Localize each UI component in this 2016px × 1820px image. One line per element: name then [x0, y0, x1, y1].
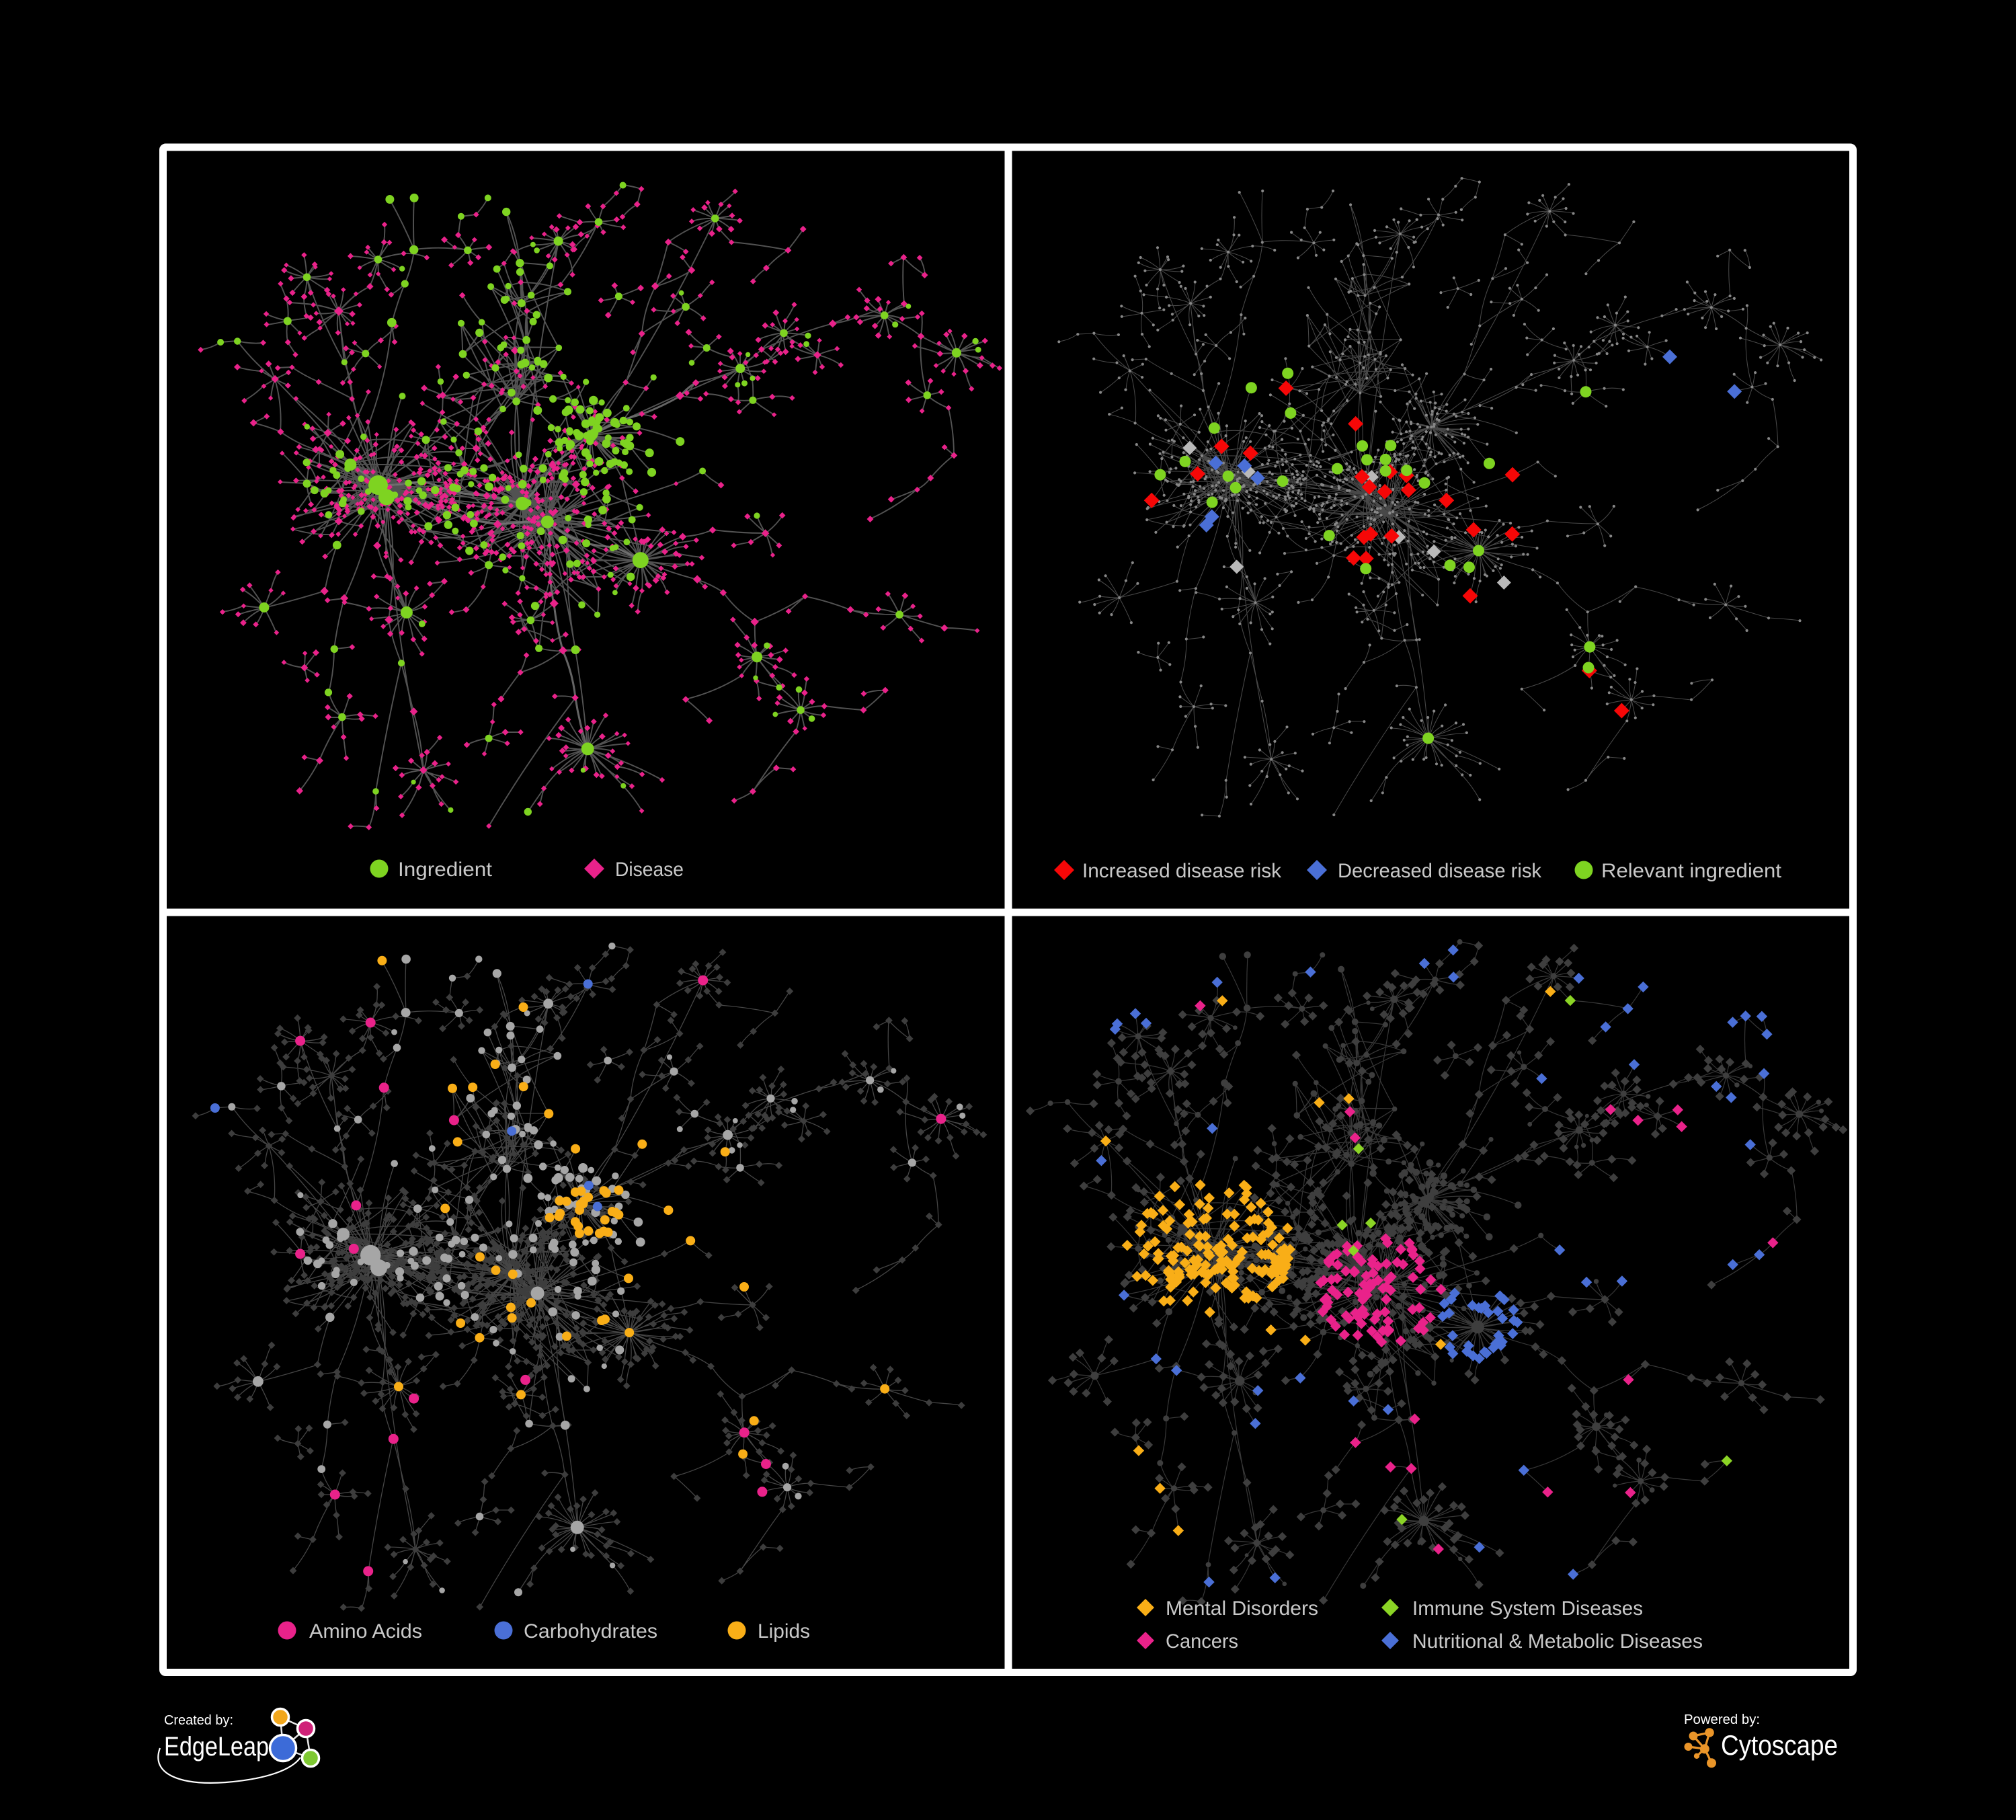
svg-text:Disease: Disease [615, 859, 684, 881]
svg-text:Increased disease risk: Increased disease risk [1082, 860, 1282, 882]
svg-text:Relevant ingredient: Relevant ingredient [1601, 860, 1782, 882]
svg-text:Mental Disorders: Mental Disorders [1166, 1597, 1318, 1620]
svg-text:Nutritional & Metabolic Diseas: Nutritional & Metabolic Diseases [1412, 1630, 1703, 1653]
svg-text:Created by:: Created by: [164, 1713, 233, 1728]
svg-text:EdgeLeap: EdgeLeap [164, 1732, 269, 1762]
svg-text:Powered by:: Powered by: [1684, 1712, 1760, 1727]
svg-text:Amino Acids: Amino Acids [309, 1620, 422, 1643]
svg-text:Immune System Diseases: Immune System Diseases [1412, 1597, 1643, 1620]
svg-text:Ingredient: Ingredient [398, 859, 493, 881]
svg-text:Decreased disease risk: Decreased disease risk [1338, 860, 1542, 882]
svg-text:Cytoscape: Cytoscape [1721, 1729, 1838, 1761]
svg-text:Lipids: Lipids [758, 1620, 810, 1643]
svg-text:Cancers: Cancers [1166, 1630, 1238, 1653]
svg-text:Carbohydrates: Carbohydrates [524, 1620, 657, 1643]
